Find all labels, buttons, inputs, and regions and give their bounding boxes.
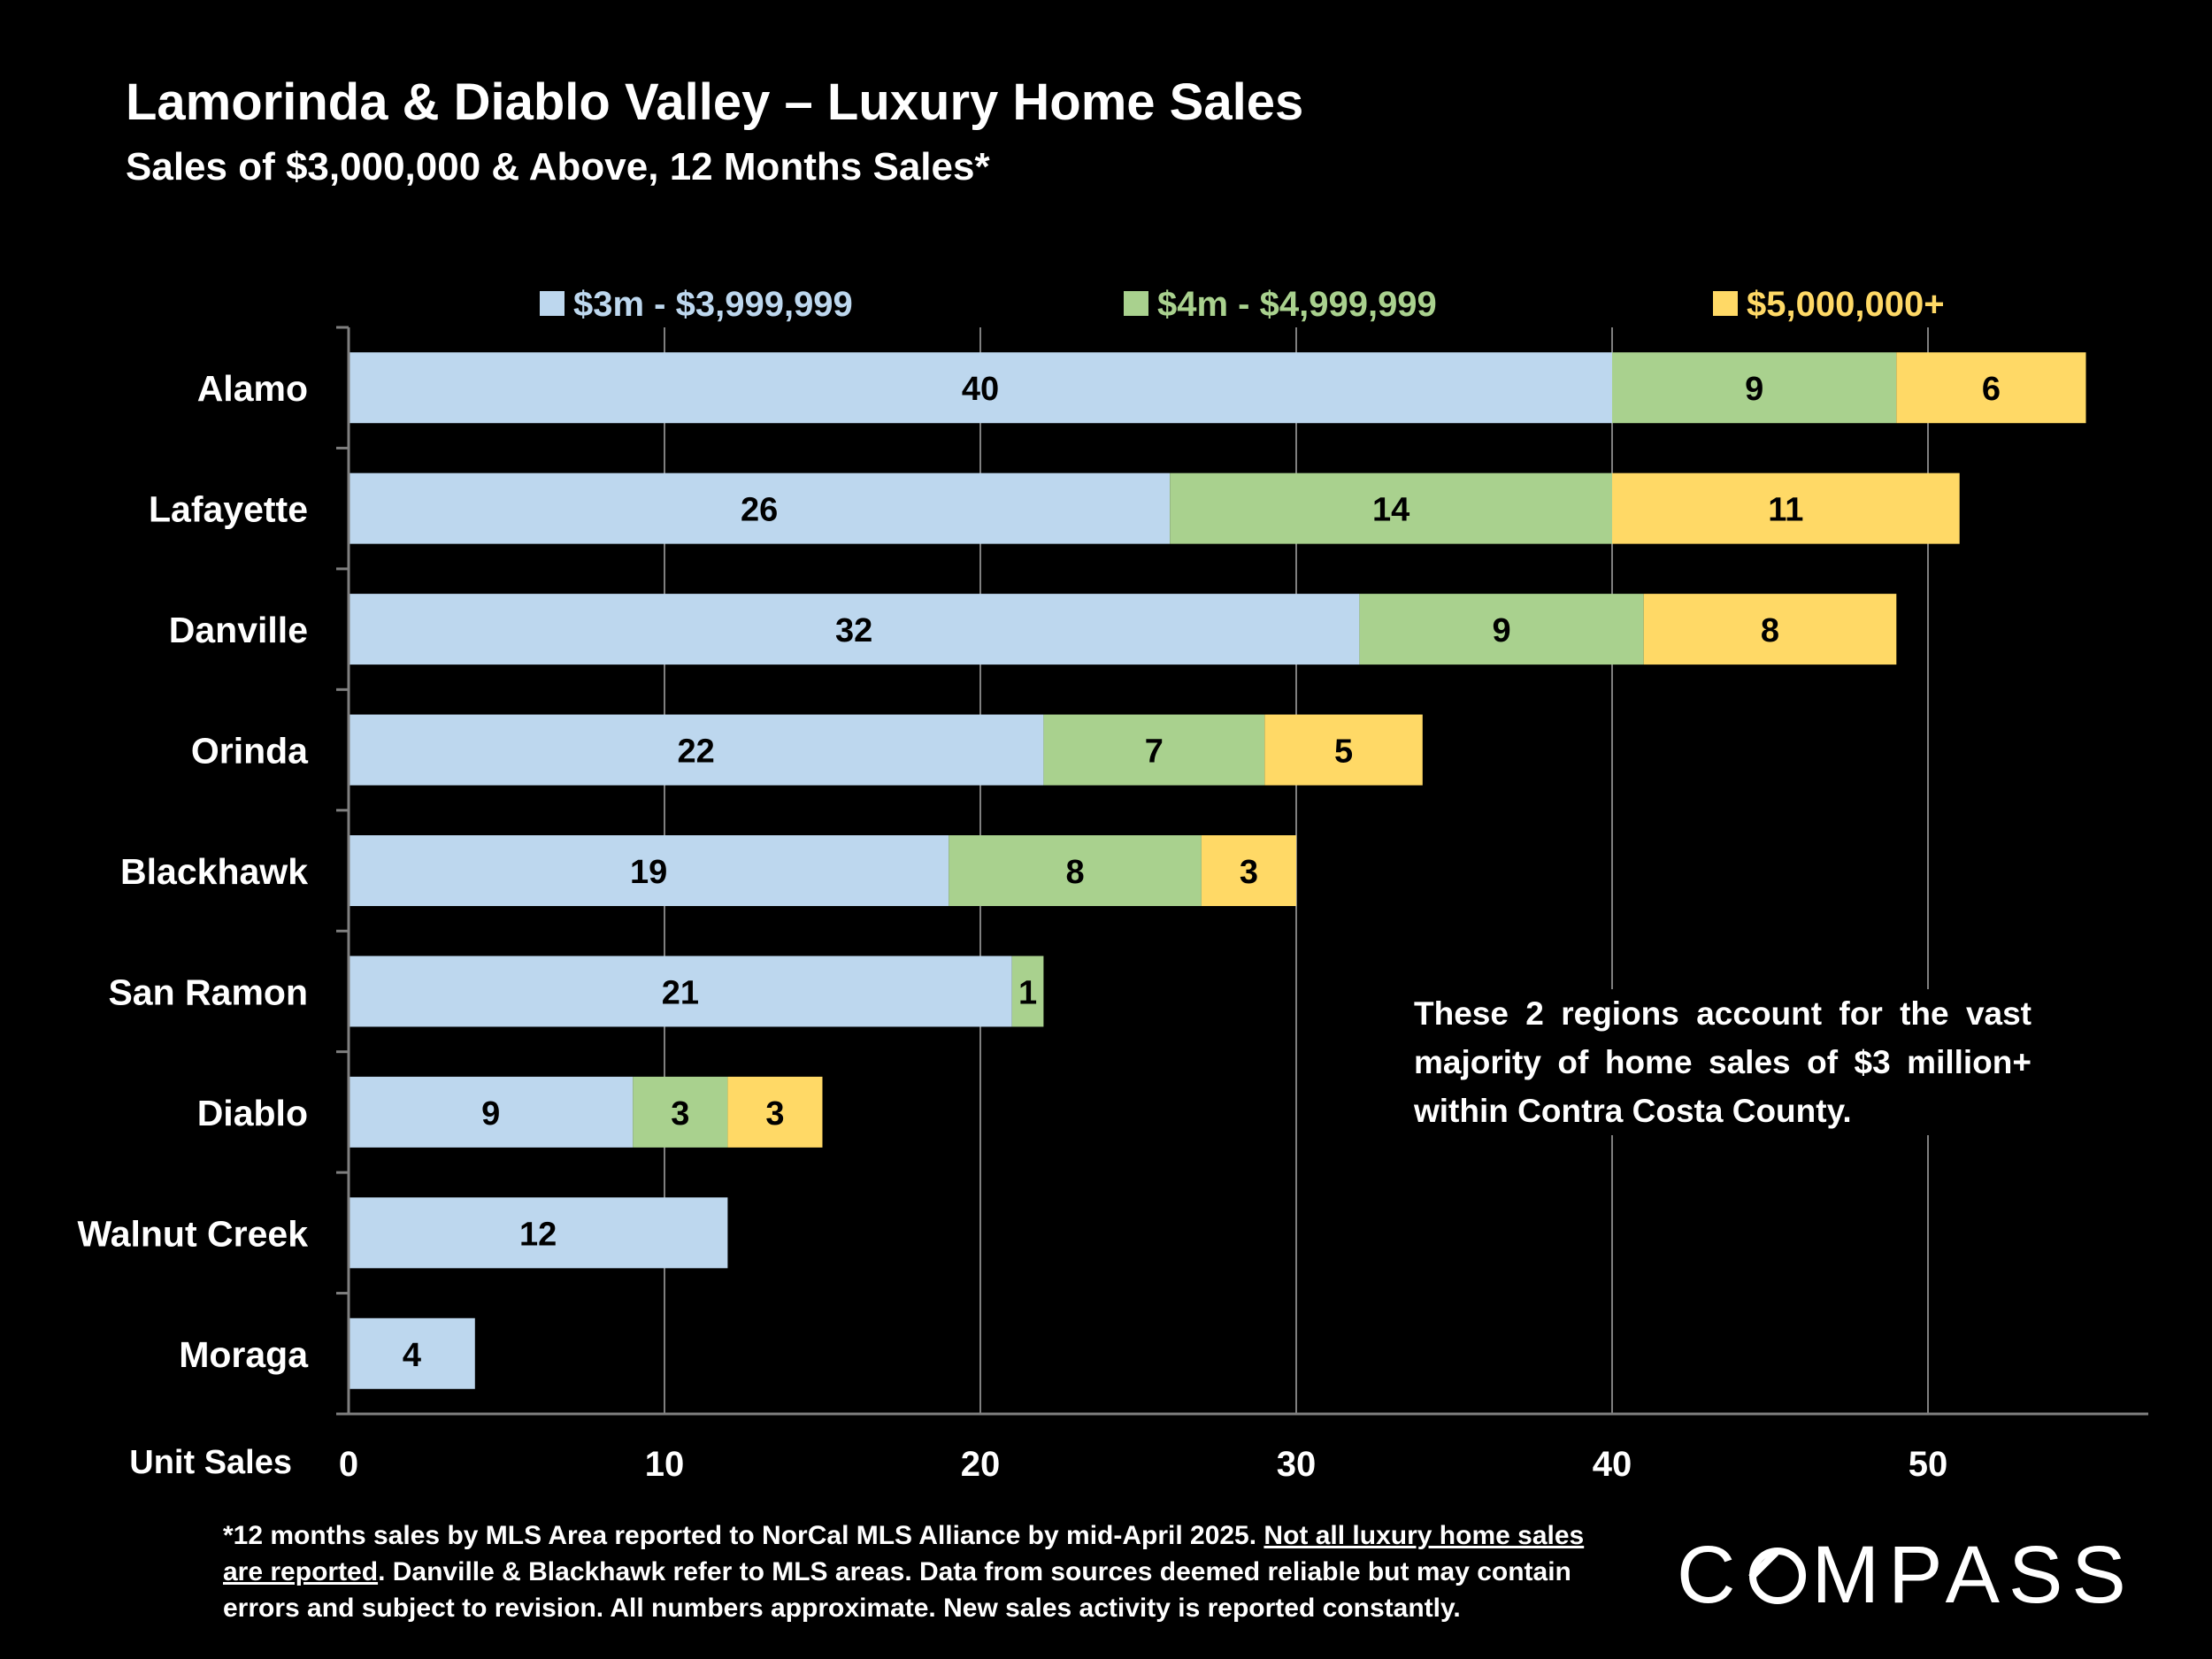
logo-o-mark <box>1749 1548 1807 1604</box>
data-label-orinda-series-2: 7 <box>1145 733 1164 771</box>
bar-orinda-series-3 <box>1264 714 1423 786</box>
x-tick-label-50: 50 <box>1909 1445 1948 1484</box>
x-tick-label-20: 20 <box>961 1445 1001 1484</box>
bar-diablo-series-3 <box>727 1076 823 1148</box>
data-label-diablo-series-2: 3 <box>671 1095 689 1133</box>
category-label-walnut-creek: Walnut Creek <box>78 1213 309 1254</box>
data-label-lafayette-series-3: 11 <box>1768 492 1803 529</box>
bar-moraga-series-1 <box>349 1317 475 1389</box>
data-label-san-ramon-series-2: 1 <box>1018 974 1037 1011</box>
footnote: *12 months sales by MLS Area reported to… <box>223 1517 1612 1626</box>
data-label-danville-series-1: 32 <box>835 612 872 649</box>
bar-blackhawk-series-2 <box>949 835 1202 906</box>
legend-swatch-3 <box>1713 291 1738 316</box>
category-label-alamo: Alamo <box>197 368 308 409</box>
x-tick-label-40: 40 <box>1593 1445 1632 1484</box>
bar-diablo-series-2 <box>633 1076 728 1148</box>
category-label-moraga: Moraga <box>179 1334 309 1375</box>
bar-alamo-series-3 <box>1896 352 2086 424</box>
bar-danville-series-1 <box>349 594 1360 665</box>
data-label-orinda-series-1: 22 <box>678 733 715 771</box>
bar-walnut-creek-series-1 <box>349 1197 728 1269</box>
data-label-blackhawk-series-3: 3 <box>1240 854 1258 891</box>
legend-label-1: $3m - $3,999,999 <box>573 285 853 324</box>
data-label-alamo-series-2: 9 <box>1745 371 1763 408</box>
bar-alamo-series-1 <box>349 352 1612 424</box>
compass-logo: C MPASS <box>1677 1529 2135 1622</box>
data-label-lafayette-series-2: 14 <box>1372 492 1409 529</box>
category-label-blackhawk: Blackhawk <box>120 851 308 892</box>
bar-orinda-series-2 <box>1043 714 1265 786</box>
data-label-walnut-creek-series-1: 12 <box>519 1216 557 1253</box>
data-label-san-ramon-series-1: 21 <box>662 974 699 1011</box>
footnote-part1: *12 months sales by MLS Area reported to… <box>223 1521 1264 1550</box>
x-axis-label: Unit Sales <box>129 1444 292 1481</box>
x-tick-label-30: 30 <box>1277 1445 1317 1484</box>
logo-text-post: MPASS <box>1811 1530 2135 1620</box>
bar-lafayette-series-2 <box>1170 472 1612 544</box>
bar-blackhawk-series-1 <box>349 835 949 906</box>
data-label-danville-series-2: 9 <box>1492 612 1510 649</box>
data-label-diablo-series-3: 3 <box>765 1095 784 1133</box>
legend-swatch-1 <box>540 291 565 316</box>
bar-alamo-series-2 <box>1612 352 1897 424</box>
x-tick-label-10: 10 <box>645 1445 685 1484</box>
chart-subtitle: Sales of $3,000,000 & Above, 12 Months S… <box>126 145 990 188</box>
chart-title: Lamorinda & Diablo Valley – Luxury Home … <box>126 73 1304 131</box>
bar-lafayette-series-3 <box>1612 472 1960 544</box>
annotation-text: These 2 regions account for the vast maj… <box>1414 989 2032 1135</box>
legend-label-3: $5,000,000+ <box>1747 285 1945 324</box>
legend-label-2: $4m - $4,999,999 <box>1157 285 1437 324</box>
data-label-lafayette-series-1: 26 <box>741 492 778 529</box>
category-label-danville: Danville <box>169 610 308 650</box>
data-label-blackhawk-series-2: 8 <box>1066 854 1085 891</box>
data-label-alamo-series-1: 40 <box>962 371 999 408</box>
category-label-san-ramon: San Ramon <box>108 972 308 1012</box>
data-label-blackhawk-series-1: 19 <box>630 854 667 891</box>
logo-text-pre: C <box>1677 1530 1745 1620</box>
data-label-diablo-series-1: 9 <box>481 1095 500 1133</box>
legend-swatch-2 <box>1124 291 1148 316</box>
x-tick-label-0: 0 <box>339 1445 358 1484</box>
category-label-lafayette: Lafayette <box>149 489 308 530</box>
bar-lafayette-series-1 <box>349 472 1171 544</box>
bar-danville-series-2 <box>1359 594 1644 665</box>
footnote-underlined: Not all luxury home sales are reported <box>223 1521 1585 1586</box>
category-label-diablo: Diablo <box>197 1093 308 1133</box>
data-label-danville-series-3: 8 <box>1761 612 1779 649</box>
bar-danville-series-3 <box>1643 594 1897 665</box>
footnote-part2: . Danville & Blackhawk refer to MLS area… <box>223 1557 1571 1623</box>
bar-san-ramon-series-1 <box>349 956 1012 1027</box>
data-label-moraga-series-1: 4 <box>403 1337 421 1374</box>
bar-san-ramon-series-2 <box>1011 956 1044 1027</box>
bar-blackhawk-series-3 <box>1201 835 1296 906</box>
bar-diablo-series-1 <box>349 1076 634 1148</box>
data-label-orinda-series-3: 5 <box>1334 733 1353 771</box>
data-label-alamo-series-3: 6 <box>1982 371 2001 408</box>
category-label-orinda: Orinda <box>191 731 309 772</box>
bar-orinda-series-1 <box>349 714 1044 786</box>
